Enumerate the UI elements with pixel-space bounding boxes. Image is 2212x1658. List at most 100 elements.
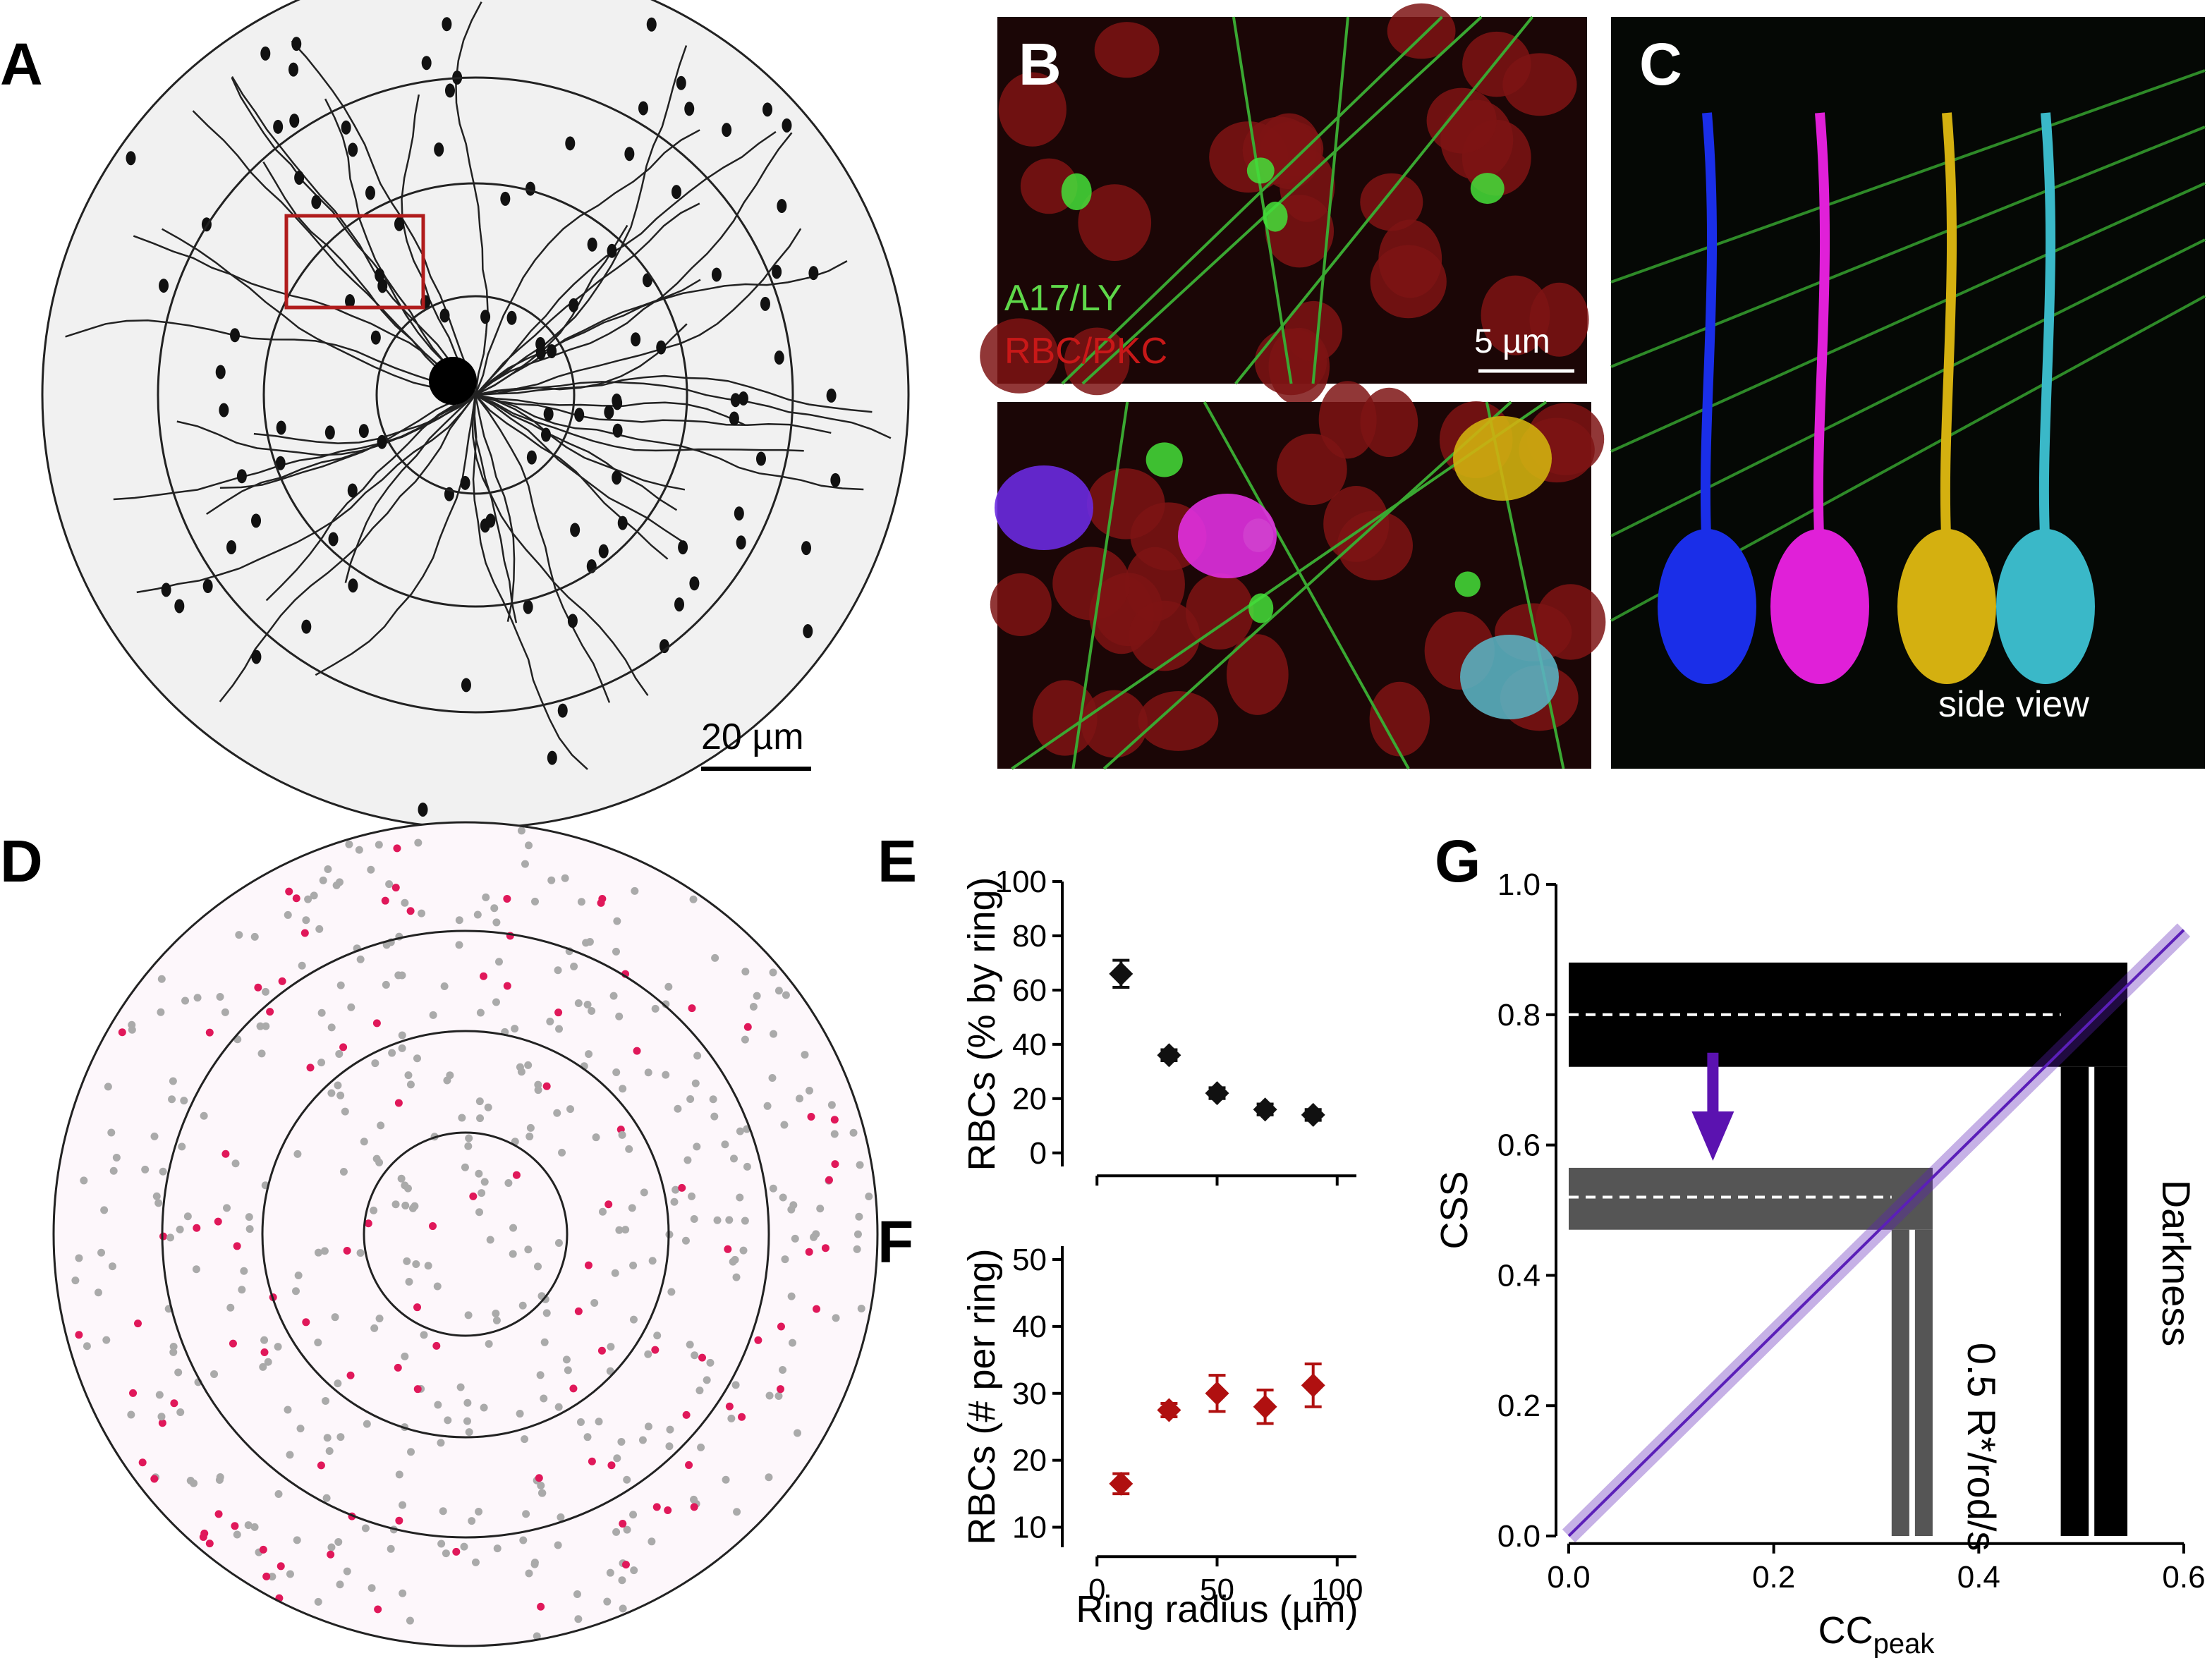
neurite [1203,401,1410,769]
point [1253,1394,1277,1419]
cell [1061,173,1092,210]
cell-dot [695,1386,704,1395]
cell-dot [334,1379,342,1388]
cell-dot [493,1544,502,1553]
cell-dot [753,992,761,1000]
cell-dot [612,947,620,956]
cell-dot [414,839,423,847]
cell [1529,282,1589,357]
varicosity [345,294,356,309]
point [1205,1081,1229,1106]
varicosity [294,170,305,185]
dendrite [475,394,683,542]
cell-dot [691,1079,700,1087]
dendrite [475,394,669,560]
cell-dot [257,1049,266,1058]
cell-dot [546,1018,554,1026]
cell-dot [388,1049,396,1057]
scale-label: 5 µm [1474,323,1550,360]
cell-dot [662,1071,670,1079]
cell-dot [733,1508,741,1516]
point [1157,1398,1181,1422]
cell-dot [473,910,482,919]
cell-dot [648,1257,657,1265]
cell-dot [693,1142,701,1151]
cell-dot [183,1212,192,1221]
rbc-terminal [1996,529,2095,684]
cell-dot [612,1068,621,1077]
cell-dot [782,991,790,999]
cell-dot [731,1381,740,1389]
cell-dot [336,1433,345,1441]
point [1205,1381,1229,1406]
cell-dot [555,1025,564,1033]
cell-dot [334,1537,343,1546]
cell-dot [192,1265,200,1274]
cell-dot [159,1167,167,1176]
cell-dot [619,1604,627,1613]
panel-letter: C [1639,31,1682,97]
cell-dot [259,1545,267,1554]
cell-dot [674,1104,682,1113]
cell-dot [401,1352,409,1360]
cell-dot [254,983,262,992]
cell-dot [682,1410,691,1419]
y-axis-label: RBCs (# per ring) [961,1248,1003,1544]
varicosity [460,475,470,490]
x-axis-label-main: Ring radius (µm) [1076,1588,1358,1630]
stain-label: A17/LY [1004,278,1122,319]
cell-dot [484,1103,492,1111]
cell-dot [832,1314,840,1322]
cell-dot [424,1262,432,1270]
y-tick-label: 30 [1012,1377,1047,1411]
cell-dot [557,1513,565,1521]
varicosity [671,185,681,200]
y-tick-label: 20 [1012,1082,1047,1116]
cell-dot [274,1489,283,1498]
cell-dot [597,1346,606,1355]
cell-dot [152,1192,161,1200]
cell [980,318,1059,394]
cell-dot [665,1442,674,1451]
varicosity [684,102,695,116]
varicosity [574,408,585,422]
cell-dot [666,1425,674,1434]
y-tick-label: 0.0 [1497,1519,1540,1554]
cell-dot [176,1408,185,1417]
cell-dot [150,1132,159,1140]
cell-dot [109,1166,118,1175]
cell-dot [391,884,400,892]
cell-dot [623,1475,631,1484]
cell-dot [442,1549,450,1558]
cell-dot [285,887,293,896]
y-tick-label: 0.6 [1497,1128,1540,1163]
cell-dot [606,1367,614,1375]
panel-letter: F [877,1209,913,1275]
panel-a-image [41,0,910,829]
cell-dot [542,1309,551,1317]
cell [1078,184,1152,262]
dendrite [315,394,477,676]
cell-dot [853,1245,861,1253]
cell-dot [613,1454,621,1463]
cell-dot [796,1095,804,1103]
cell-dot [174,1368,183,1377]
cell-dot [71,1276,80,1285]
cell-dot [215,1475,224,1484]
cell-dot [652,1503,661,1511]
cell-dot [690,1495,698,1504]
cell-dot [741,1035,749,1044]
cell-dot [534,1086,542,1095]
cell-dot [286,1570,294,1578]
panel-letter: G [1435,828,1481,894]
cell-dot [300,929,309,937]
cell-dot [200,1111,208,1120]
cell-dot [512,1171,521,1179]
cell-dot [516,1410,524,1418]
cell-dot [310,891,318,900]
cell-dot [816,1205,825,1213]
cell-dot [166,1233,175,1242]
y-axis-label: RBCs (% by ring) [961,877,1003,1171]
panel-b-image [980,3,1606,770]
